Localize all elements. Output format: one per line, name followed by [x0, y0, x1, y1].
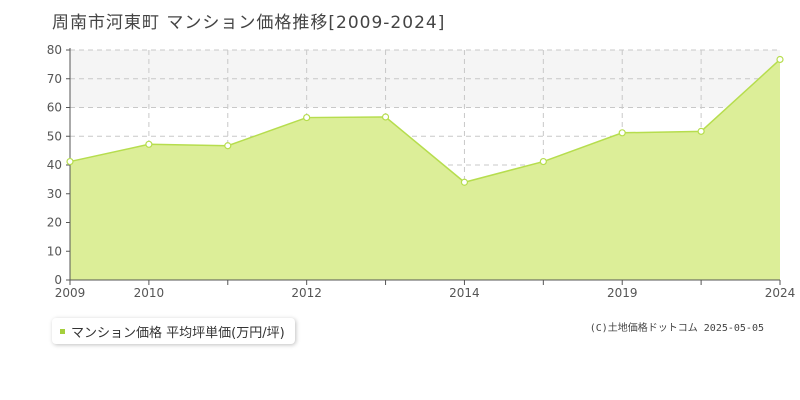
data-point: [303, 113, 311, 122]
data-point: [697, 127, 705, 135]
credit-text: (C)土地価格ドットコム 2025-05-05: [589, 323, 764, 334]
data-point: [145, 140, 153, 148]
legend-label: マンション価格 平均坪単価(万円/坪): [71, 325, 285, 341]
data-point: [539, 157, 547, 166]
legend: マンション価格 平均坪単価(万円/坪): [52, 318, 295, 344]
y-tick-label: 60: [47, 101, 62, 115]
y-tick-labels: 0 10 20 30 40 50 60 70 80: [47, 43, 62, 287]
data-point: [224, 142, 232, 150]
x-tick-label: 2024: [765, 286, 796, 300]
legend-swatch: [60, 328, 65, 334]
y-tick-label: 80: [47, 43, 62, 57]
data-point: [776, 55, 784, 64]
y-tick-label: 70: [47, 72, 62, 86]
x-tick-label: 2014: [449, 286, 480, 300]
chart-title: 周南市河東町 マンション価格推移[2009-2024]: [52, 13, 446, 33]
x-tick-label: 2009: [55, 286, 86, 300]
x-tick-label: 2012: [291, 286, 322, 300]
y-tick-label: 40: [47, 158, 62, 172]
data-point: [618, 129, 626, 137]
data-point: [381, 113, 390, 121]
series-line: [69, 58, 781, 184]
y-tick-label: 10: [47, 244, 62, 258]
y-tick-label: 50: [47, 129, 62, 143]
data-point: [66, 157, 74, 166]
y-tick-label: 0: [54, 273, 62, 287]
y-tick-label: 20: [47, 216, 62, 230]
series-points: [66, 55, 784, 186]
y-tick-label: 30: [47, 187, 62, 201]
x-tick-label: 2019: [607, 286, 638, 300]
x-tick-labels: 2009 2010 2012 2014 2019 2024: [55, 286, 796, 300]
data-point: [460, 178, 469, 186]
series-area: [70, 59, 780, 280]
x-tick-label: 2010: [134, 286, 165, 300]
